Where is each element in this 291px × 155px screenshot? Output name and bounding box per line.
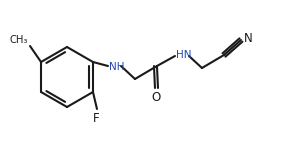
Text: HN: HN — [176, 50, 191, 60]
Text: N: N — [244, 31, 253, 44]
Text: F: F — [93, 112, 99, 125]
Text: O: O — [151, 91, 161, 104]
Text: CH₃: CH₃ — [10, 35, 28, 45]
Text: NH: NH — [109, 62, 125, 72]
